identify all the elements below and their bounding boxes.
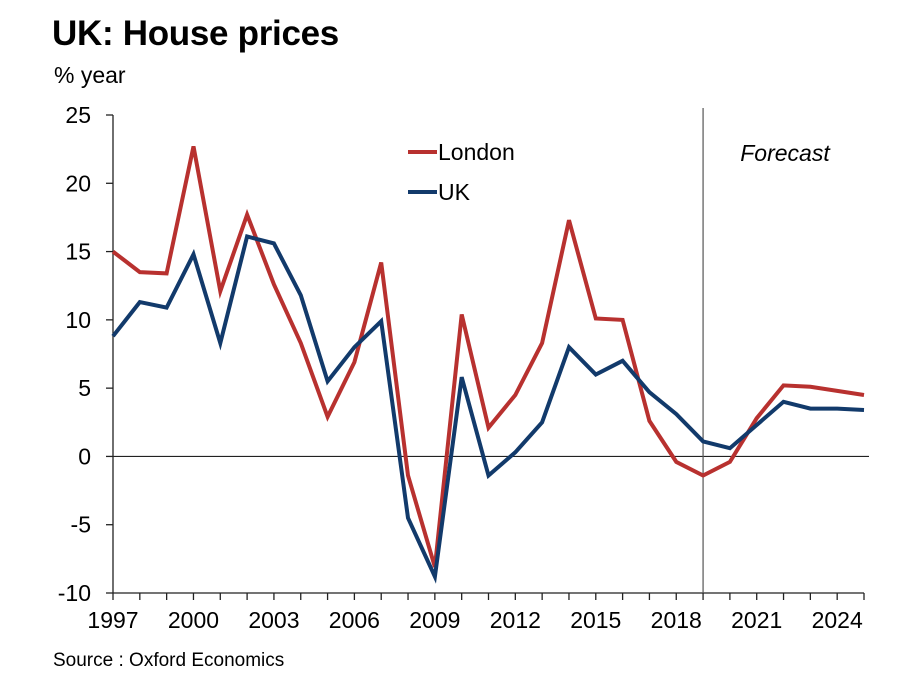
y-tick-label: 5 (78, 375, 91, 401)
x-tick-label: 2006 (329, 607, 380, 633)
y-tick-label: -5 (71, 512, 91, 538)
x-tick-label: 2018 (651, 607, 702, 633)
y-tick-label: 0 (78, 443, 91, 469)
y-tick-label: 10 (65, 307, 91, 333)
y-tick-label: 20 (65, 170, 91, 196)
x-tick-label: 2003 (248, 607, 299, 633)
forecast-label: Forecast (740, 140, 831, 166)
x-tick-label: 2015 (570, 607, 621, 633)
x-tick-label: 2000 (168, 607, 219, 633)
x-tick-label: 2009 (409, 607, 460, 633)
legend: London UK (408, 139, 515, 205)
series-group (111, 145, 865, 584)
legend-label-uk: UK (438, 179, 471, 205)
chart-title: UK: House prices (52, 14, 339, 53)
series-line-uk (111, 234, 865, 584)
y-tick-label: 25 (65, 102, 91, 128)
x-tick-label: 2021 (731, 607, 782, 633)
x-tick-label: 2024 (812, 607, 863, 633)
x-tick-label: 1997 (87, 607, 138, 633)
y-tick-label: -10 (58, 580, 91, 606)
source-note: Source : Oxford Economics (53, 650, 285, 671)
x-tick-label: 2012 (490, 607, 541, 633)
series-line-london (111, 145, 865, 568)
y-tick-label: 15 (65, 239, 91, 265)
y-axis-unit-label: % year (54, 62, 126, 88)
legend-label-london: London (438, 139, 515, 165)
